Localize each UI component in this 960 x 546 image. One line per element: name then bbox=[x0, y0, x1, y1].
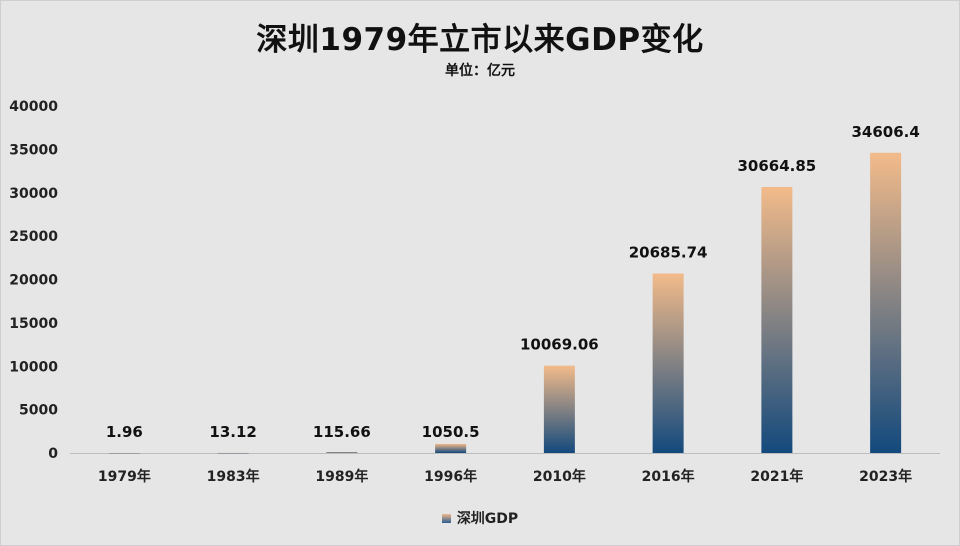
y-tick-label: 10000 bbox=[9, 359, 58, 375]
data-label: 30664.85 bbox=[737, 157, 816, 175]
y-tick-label: 30000 bbox=[9, 186, 58, 202]
y-tick-label: 20000 bbox=[9, 273, 58, 289]
chart-title: 深圳1979年立市以来GDP变化 bbox=[256, 22, 704, 58]
x-tick-label: 2010年 bbox=[533, 468, 586, 485]
bar bbox=[870, 152, 902, 453]
y-axis: 0 5000 10000 15000 20000 25000 30000 35000 40000 bbox=[9, 99, 58, 462]
data-label: 10069.06 bbox=[520, 336, 599, 354]
y-tick-label: 15000 bbox=[9, 316, 58, 332]
bar bbox=[435, 443, 467, 453]
x-tick-label: 2021年 bbox=[750, 468, 803, 485]
y-tick-label: 35000 bbox=[9, 142, 58, 158]
y-tick-label: 5000 bbox=[19, 403, 58, 419]
data-label: 13.12 bbox=[209, 423, 256, 441]
x-tick-label: 2023年 bbox=[859, 468, 912, 485]
bar bbox=[217, 452, 249, 454]
bar-series: 1.96 13.12 115.66 1050.5 10069.06 20685.74 306… bbox=[106, 123, 920, 454]
legend-swatch bbox=[441, 513, 451, 523]
data-label: 34606.4 bbox=[851, 123, 919, 141]
bar bbox=[326, 451, 358, 453]
x-tick-label: 1989年 bbox=[315, 468, 368, 485]
x-tick-label: 2016年 bbox=[642, 468, 695, 485]
y-tick-label: 25000 bbox=[9, 229, 58, 245]
bar bbox=[761, 186, 793, 453]
x-tick-label: 1983年 bbox=[207, 468, 260, 485]
x-axis: 1979年 1983年 1989年 1996年 2010年 2016年 2021年 2023年 bbox=[98, 468, 912, 485]
data-label: 1050.5 bbox=[422, 423, 480, 441]
x-tick-label: 1979年 bbox=[98, 468, 151, 485]
data-label: 115.66 bbox=[313, 423, 371, 441]
chart-subtitle: 单位：亿元 bbox=[445, 63, 515, 79]
legend: 深圳GDP bbox=[0, 508, 960, 528]
y-tick-label: 0 bbox=[48, 446, 58, 462]
data-label: 1.96 bbox=[106, 423, 143, 441]
y-tick-label: 40000 bbox=[9, 99, 58, 115]
legend-label: 深圳GDP bbox=[456, 511, 519, 527]
data-label: 20685.74 bbox=[629, 244, 708, 262]
bar bbox=[543, 365, 575, 453]
bar bbox=[652, 273, 684, 453]
bar bbox=[108, 452, 140, 454]
x-tick-label: 1996年 bbox=[424, 468, 477, 485]
